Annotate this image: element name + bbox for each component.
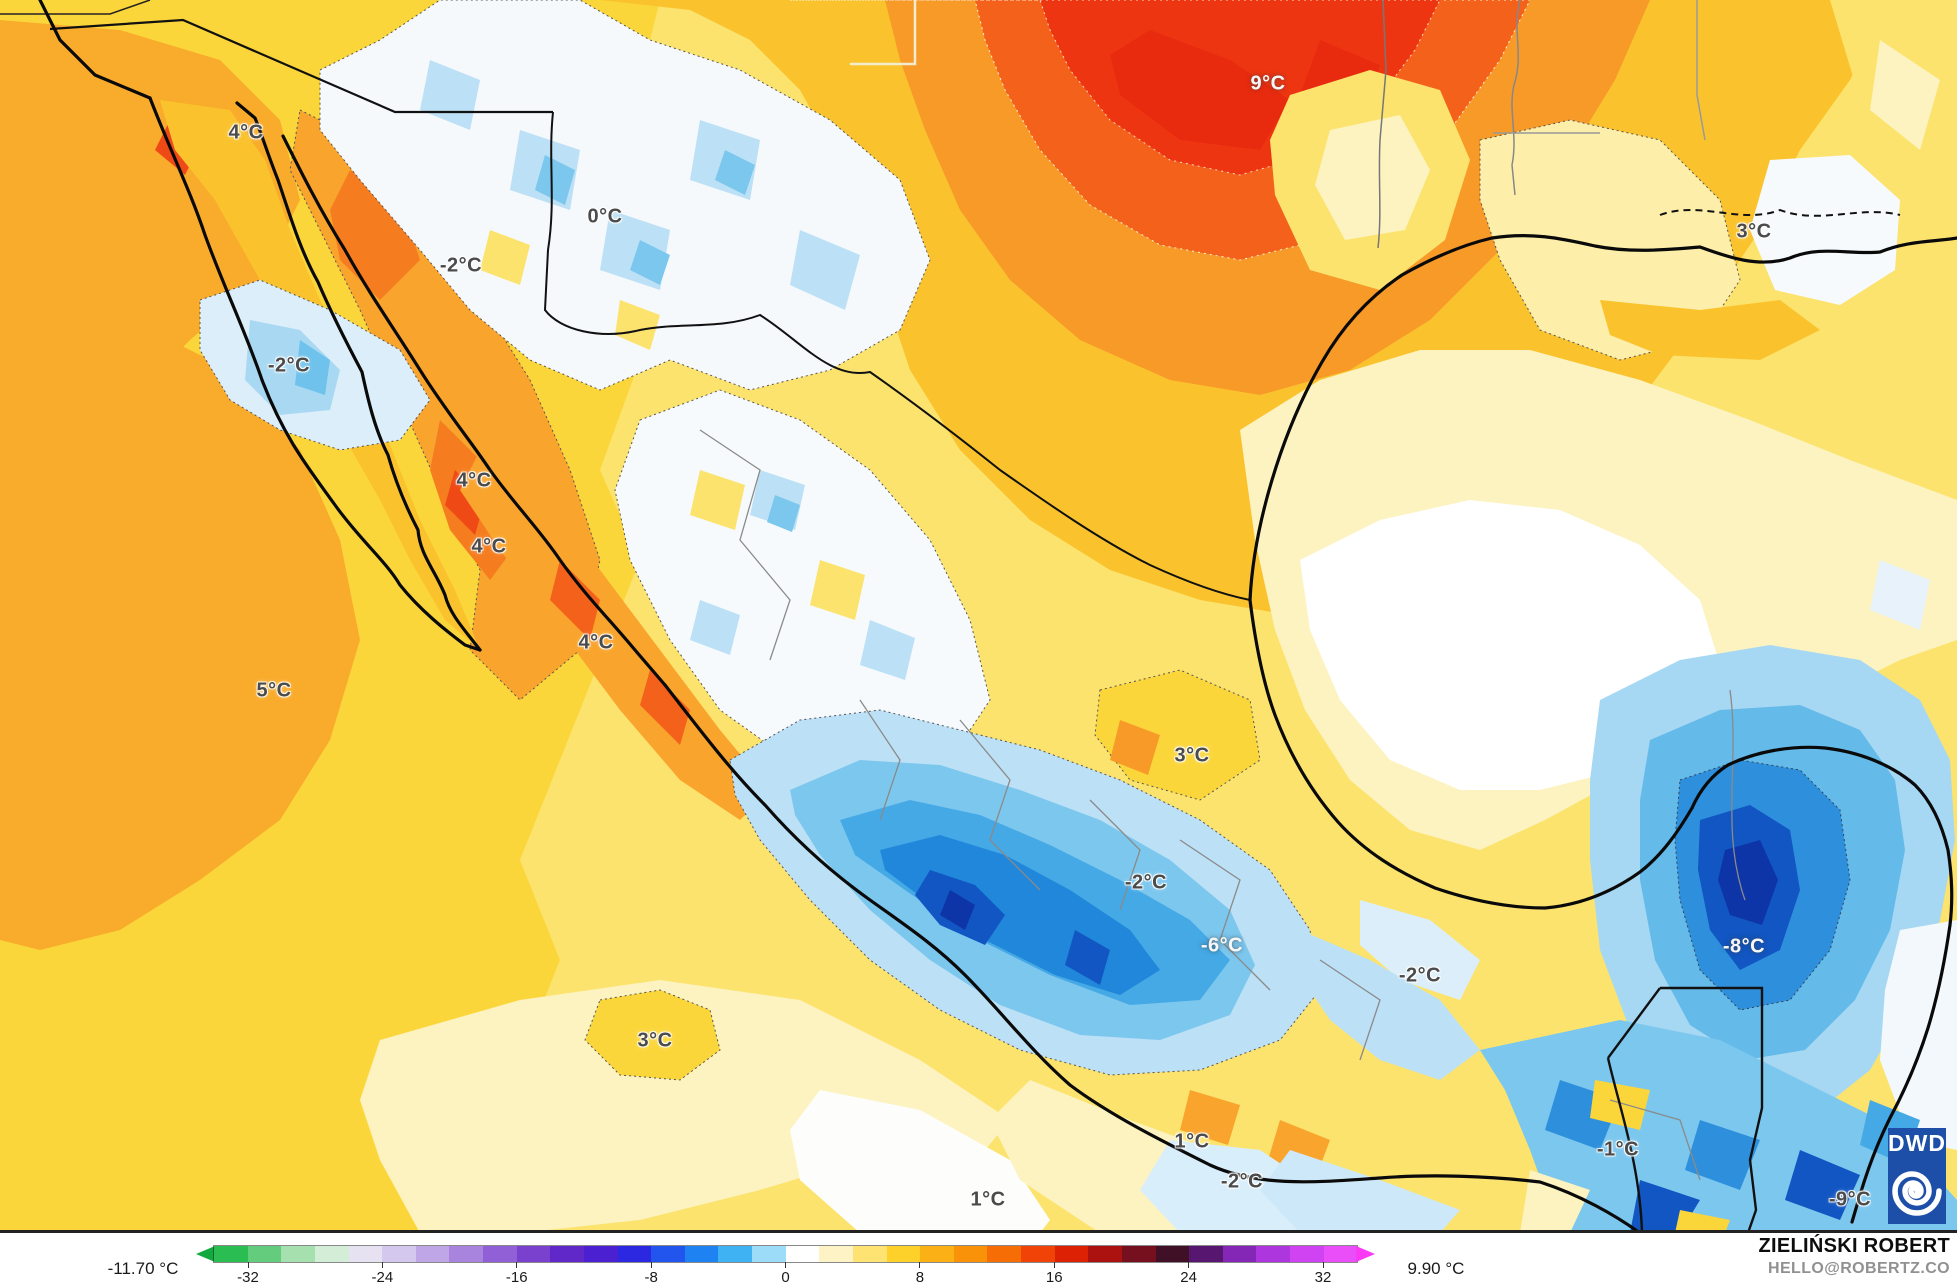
colorbar-segment — [1088, 1246, 1122, 1262]
colorbar-tick-mark — [247, 1262, 249, 1268]
colorbar-tick-label: -32 — [237, 1269, 259, 1286]
colorbar-footer: -11.70 °C -32 -24 -16 -8 0 8 16 24 32 9.90 °C ZI… — [0, 1233, 1957, 1287]
colorbar-segment — [516, 1246, 551, 1262]
colorbar-segment — [348, 1246, 383, 1262]
colorbar-tick-mark — [785, 1262, 786, 1268]
colorbar-tick-mark — [1188, 1262, 1190, 1268]
colorbar-segment — [449, 1246, 483, 1262]
colorbar-tick-label: -24 — [371, 1269, 394, 1286]
colorbar-segment — [1021, 1246, 1055, 1262]
colorbar-gradient — [214, 1246, 1358, 1262]
colorbar-segment — [1189, 1246, 1223, 1262]
colorbar-segment — [583, 1246, 618, 1262]
colorbar-segment — [886, 1246, 921, 1262]
colorbar-segment — [920, 1246, 954, 1262]
colorbar-tick-label: 0 — [781, 1269, 790, 1286]
colorbar-segment — [1290, 1246, 1324, 1262]
colorbar-left-arrow-icon — [196, 1246, 215, 1262]
colorbar-segment — [247, 1246, 282, 1262]
colorbar-segment — [852, 1246, 887, 1262]
colorbar-segment — [819, 1246, 853, 1262]
colorbar-tick-label: 8 — [915, 1269, 925, 1286]
colorbar-tick-label: -16 — [505, 1269, 528, 1286]
colorbar-segment — [1323, 1246, 1358, 1262]
colorbar — [196, 1246, 1375, 1262]
dwd-logo-text: DWD — [1888, 1130, 1946, 1156]
colorbar-tick-label: 24 — [1180, 1269, 1197, 1286]
colorbar-max-label: 9.90 °C — [1407, 1259, 1465, 1278]
colorbar-min-label: -11.70 °C — [107, 1259, 179, 1278]
map-area: 4°C 0°C -2°C -2°C 9°C 3°C 4°C 4°C 4°C 5°C 3°C -2°C -… — [0, 0, 1957, 1233]
credits: ZIELIŃSKI ROBERT HELLO@ROBERTZ.CO — [1759, 1235, 1950, 1278]
colorbar-segment — [684, 1246, 719, 1262]
colorbar-segment — [1155, 1246, 1190, 1262]
colorbar-segment — [987, 1246, 1021, 1262]
colorbar-segment — [785, 1246, 820, 1262]
colorbar-segment — [281, 1246, 315, 1262]
dwd-spiral-icon — [1892, 1171, 1942, 1216]
colorbar-segment — [314, 1246, 349, 1262]
colorbar-segment — [214, 1246, 248, 1262]
credit-contact: HELLO@ROBERTZ.CO — [1768, 1260, 1950, 1277]
colorbar-segment — [752, 1246, 786, 1262]
colorbar-tick-mark — [381, 1262, 383, 1268]
colorbar-tick-label: -8 — [644, 1269, 658, 1286]
colorbar-segment — [953, 1246, 988, 1262]
colorbar-tick-mark — [650, 1262, 652, 1268]
colorbar-tick-mark — [1053, 1262, 1055, 1268]
colorbar-tick-mark — [1322, 1262, 1324, 1268]
colorbar-segment — [550, 1246, 584, 1262]
colorbar-segment — [617, 1246, 652, 1262]
colorbar-segment — [1121, 1246, 1156, 1262]
dwd-logo: DWD — [1888, 1128, 1946, 1224]
temperature-anomaly-map — [0, 0, 1957, 1233]
credit-author: ZIELIŃSKI ROBERT — [1758, 1235, 1950, 1257]
colorbar-segment — [718, 1246, 752, 1262]
colorbar-tick-mark — [919, 1262, 921, 1268]
colorbar-segment — [1222, 1246, 1257, 1262]
colorbar-segment — [1256, 1246, 1290, 1262]
colorbar-segment — [382, 1246, 416, 1262]
colorbar-tick-label: 16 — [1045, 1269, 1063, 1286]
colorbar-segment — [651, 1246, 685, 1262]
colorbar-tick-label: 32 — [1314, 1269, 1332, 1286]
colorbar-segment — [415, 1246, 450, 1262]
colorbar-tick-mark — [516, 1262, 518, 1268]
colorbar-segment — [1054, 1246, 1089, 1262]
colorbar-segment — [483, 1246, 517, 1262]
